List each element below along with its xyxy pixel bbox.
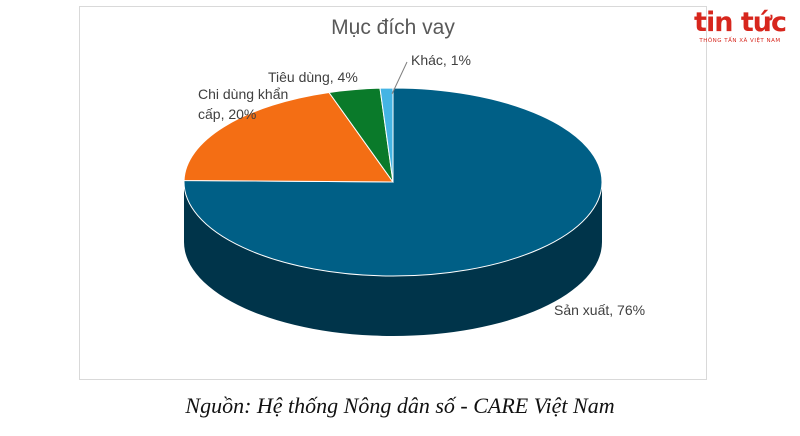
source-caption: Nguồn: Hệ thống Nông dân số - CARE Việt …	[185, 393, 615, 418]
tin-tuc-logo: tin tức THÔNG TẤN XÃ VIỆT NAM	[690, 8, 790, 50]
slice-label-chi-dung-khan-cap: Chi dùng khẩn cấp, 20%	[198, 86, 288, 122]
slice-chi-dung-khan-cap	[183, 91, 394, 183]
slice-label-tieu-dung: Tiêu dùng, 4%	[268, 69, 358, 85]
leader-line-khac	[391, 61, 408, 95]
slice-side-san-xuat	[184, 182, 602, 336]
chart-title: Mục đích vay	[331, 16, 455, 39]
logo-subtitle: THÔNG TẤN XÃ VIỆT NAM	[699, 38, 781, 44]
slice-san-xuat	[183, 87, 603, 277]
slice-label-san-xuat: Sản xuất, 76%	[554, 302, 645, 318]
slice-label-khac: Khác, 1%	[411, 52, 471, 68]
slice-khac	[379, 87, 394, 183]
logo-wordmark: tin tức	[694, 7, 787, 38]
